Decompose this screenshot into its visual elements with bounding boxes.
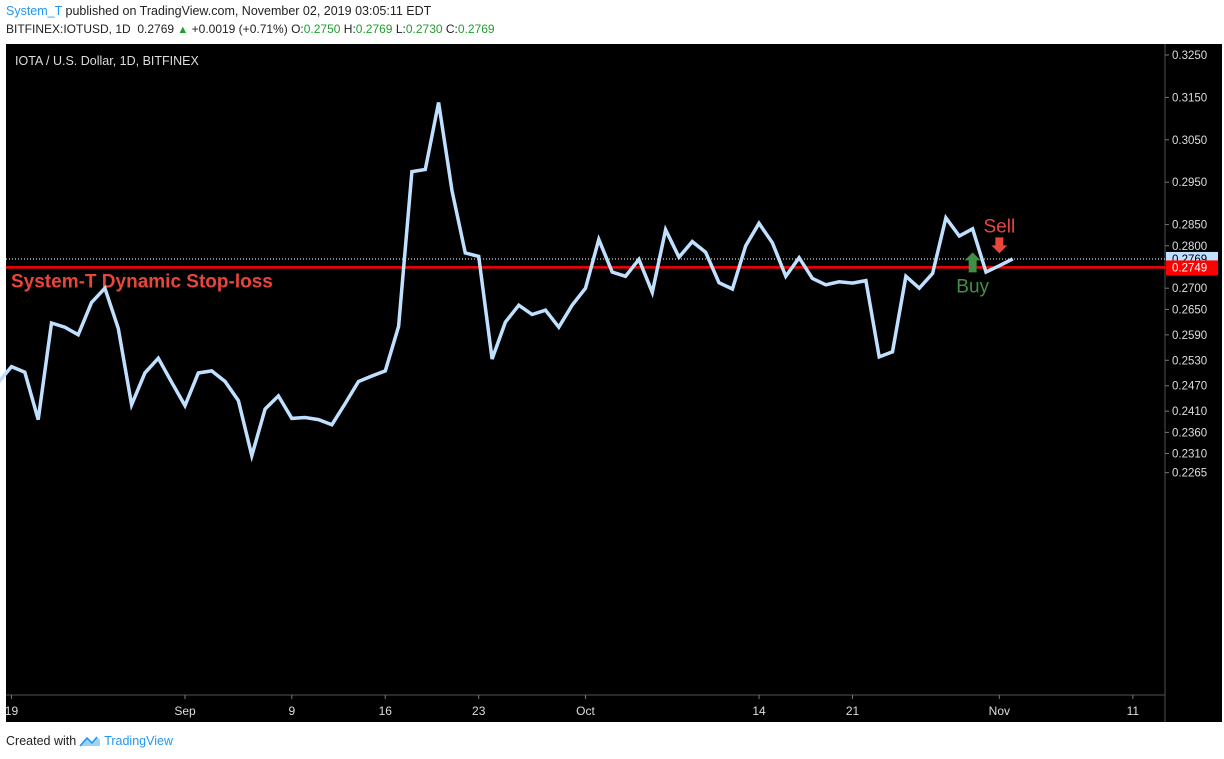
y-tick-label: 0.2800	[1172, 241, 1207, 253]
y-tick-label: 0.2310	[1172, 449, 1207, 461]
last-price: 0.2769	[137, 22, 175, 36]
x-tick-label: 23	[472, 704, 486, 718]
x-tick-label: 11	[1127, 704, 1140, 718]
sell-arrow-icon	[991, 237, 1008, 254]
high-value: 0.2769	[355, 22, 393, 36]
x-tick-label: 19	[5, 704, 19, 718]
x-tick-label: Oct	[576, 704, 595, 718]
y-tick-label: 0.2590	[1172, 330, 1207, 342]
y-tick-label: 0.2360	[1172, 427, 1207, 439]
sell-label: Sell	[984, 216, 1016, 237]
publish-text: published on TradingView.com, November 0…	[65, 4, 432, 18]
tradingview-logo-icon	[79, 736, 101, 747]
y-tick-label: 0.2850	[1172, 220, 1207, 232]
y-tick-label: 0.2470	[1172, 381, 1207, 393]
x-axis[interactable]: 19 Sep 9 16 23 Oct 14 21 Nov 11	[5, 695, 1140, 718]
x-tick-label: 16	[379, 704, 393, 718]
y-tick-label: 0.3050	[1172, 135, 1207, 147]
y-tick-label: 0.2265	[1172, 468, 1207, 480]
publish-info: System_T published on TradingView.com, N…	[6, 4, 431, 18]
price-series	[0, 102, 1014, 463]
stoploss-caption: System-T Dynamic Stop-loss	[11, 271, 273, 292]
y-tick-label: 0.2410	[1172, 406, 1207, 418]
low-value: 0.2730	[405, 22, 443, 36]
y-tick-label: 0.2530	[1172, 355, 1207, 367]
y-tick-label: 0.2650	[1172, 304, 1207, 316]
x-tick-label: 9	[288, 704, 295, 718]
stoploss-badge	[1166, 260, 1218, 276]
y-axis[interactable]: 0.3250 0.3150 0.3050 0.2950 0.2850 0.2800 0.27…	[1165, 50, 1207, 480]
arrow-up-icon: ▲	[177, 24, 189, 36]
y-tick-label: 0.2950	[1172, 177, 1207, 189]
footer: Created with TradingView	[6, 734, 173, 748]
y-tick-label: 0.3250	[1172, 50, 1207, 62]
author-link[interactable]: System_T	[6, 4, 63, 18]
x-tick-label: 21	[846, 704, 860, 718]
y-tick-label: 0.2700	[1172, 283, 1207, 295]
high-label: H:	[343, 22, 356, 36]
x-tick-label: Nov	[989, 704, 1010, 718]
buy-arrow-icon	[964, 252, 981, 273]
chart-title: IOTA / U.S. Dollar, 1D, BITFINEX	[15, 54, 200, 68]
buy-label: Buy	[956, 276, 989, 297]
y-tick-label: 0.3150	[1172, 92, 1207, 104]
open-value: 0.2750	[303, 22, 341, 36]
price-line	[0, 102, 1014, 463]
x-tick-label: 14	[752, 704, 766, 718]
price-change: +0.0019 (+0.71%)	[191, 22, 288, 36]
x-tick-label: Sep	[174, 704, 196, 718]
close-label: C:	[445, 22, 458, 36]
trade-annotations: Buy Sell	[956, 216, 1015, 297]
created-with-text: Created with	[6, 734, 77, 748]
close-value: 0.2769	[457, 22, 495, 36]
stoploss-badge-label: 0.2749	[1172, 262, 1207, 274]
symbol-label: BITFINEX:IOTUSD, 1D	[6, 22, 131, 36]
chart-background	[6, 44, 1222, 722]
tradingview-link[interactable]: TradingView	[104, 734, 173, 748]
open-label: O:	[291, 22, 304, 36]
low-label: L:	[395, 22, 406, 36]
ohlc-bar: BITFINEX:IOTUSD, 1D 0.2769 ▲ +0.0019 (+0…	[6, 22, 495, 36]
